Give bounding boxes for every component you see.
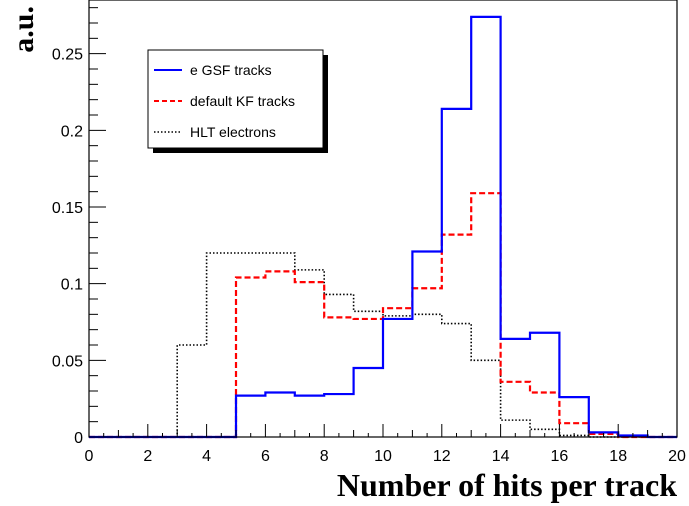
x-tick-label: 4 — [202, 448, 211, 465]
y-tick-label: 0.25 — [52, 47, 83, 64]
x-tick-label: 14 — [492, 448, 510, 465]
y-axis-title: a.u. — [7, 6, 40, 53]
y-tick-label: 0.2 — [61, 123, 83, 140]
legend-label-gsf: e GSF tracks — [190, 62, 272, 78]
legend-label-hlt: HLT electrons — [190, 124, 276, 140]
y-tick-label: 0 — [74, 430, 83, 447]
x-tick-label: 16 — [551, 448, 569, 465]
x-tick-label: 2 — [143, 448, 152, 465]
x-tick-label: 18 — [609, 448, 627, 465]
x-axis-title: Number of hits per track — [337, 467, 677, 503]
y-tick-label: 0.15 — [52, 200, 83, 217]
x-tick-label: 20 — [668, 448, 686, 465]
legend-box — [147, 49, 324, 149]
y-tick-label: 0.1 — [61, 277, 83, 294]
x-tick-label: 0 — [85, 448, 94, 465]
x-tick-label: 8 — [320, 448, 329, 465]
series-line-e-gsf-tracks — [89, 15, 677, 439]
x-tick-label: 12 — [433, 448, 451, 465]
legend: e GSF tracks default KF tracks HLT elect… — [147, 49, 328, 153]
x-tick-label: 6 — [261, 448, 270, 465]
x-tick-label: 10 — [374, 448, 392, 465]
legend-label-kf: default KF tracks — [190, 93, 295, 109]
series-line-default-kf-tracks — [89, 192, 677, 439]
axis-layer: 0 2 4 6 8 10 12 14 16 18 20 0 0.05 0.1 0.15 0.2 0.25 — [52, 7, 686, 465]
y-tick-label: 0.05 — [52, 353, 83, 370]
